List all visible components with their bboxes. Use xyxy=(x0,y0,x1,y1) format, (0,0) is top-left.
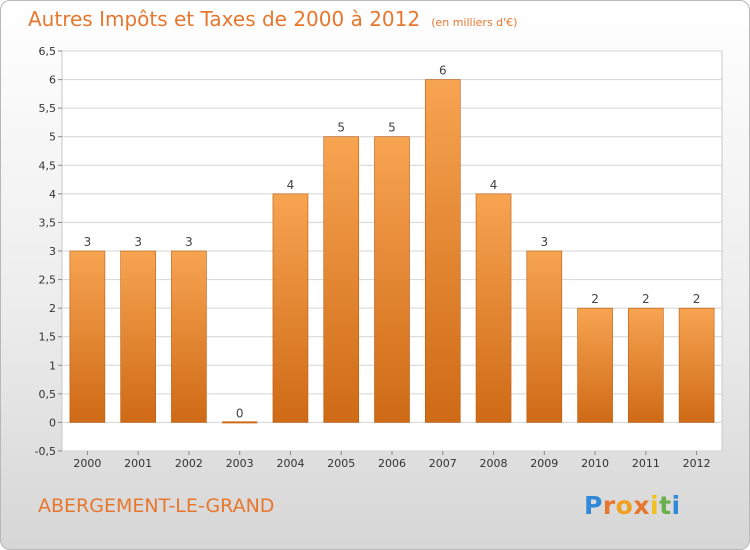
x-tick-label: 2003 xyxy=(226,457,254,470)
bar xyxy=(424,79,461,423)
x-tick-label: 2001 xyxy=(124,457,152,470)
y-tick-label: 5,5 xyxy=(39,102,57,115)
data-label: 2 xyxy=(693,292,701,306)
y-tick-label: 2,5 xyxy=(39,274,57,287)
x-tick-label: 2008 xyxy=(480,457,508,470)
bar xyxy=(374,136,410,423)
y-tick-label: 2 xyxy=(49,302,56,315)
bar xyxy=(678,307,715,423)
data-label: 3 xyxy=(84,235,92,249)
logo-letter: r xyxy=(602,491,616,520)
y-tick-label: -0,5 xyxy=(35,445,56,458)
data-label: 6 xyxy=(439,64,447,78)
x-tick-label: 2005 xyxy=(327,457,355,470)
title-unit: (en milliers d'€) xyxy=(431,16,518,29)
logo-letter: x xyxy=(633,491,650,520)
y-tick-label: 0,5 xyxy=(39,388,57,401)
commune-name: ABERGEMENT-LE-GRAND xyxy=(38,495,275,517)
logo-letter: t xyxy=(659,491,672,520)
chart-title: Autres Impôts et Taxes de 2000 à 2012 (e… xyxy=(28,7,517,31)
x-tick-label: 2007 xyxy=(429,457,457,470)
y-tick-label: 1,5 xyxy=(39,331,57,344)
x-tick-label: 2000 xyxy=(73,457,101,470)
bar xyxy=(526,250,563,423)
bar xyxy=(577,307,613,423)
bar xyxy=(628,307,664,423)
data-label: 5 xyxy=(337,121,345,135)
data-label: 3 xyxy=(540,235,548,249)
y-tick-label: 4 xyxy=(49,188,56,201)
data-label: 2 xyxy=(642,292,650,306)
bar xyxy=(475,193,512,423)
y-tick-label: 4,5 xyxy=(39,159,57,172)
data-label: 3 xyxy=(134,235,142,249)
logo-letter: P xyxy=(584,491,603,520)
data-label: 3 xyxy=(185,235,193,249)
logo-letter: o xyxy=(615,491,634,520)
bar xyxy=(323,136,360,423)
x-tick-label: 2002 xyxy=(175,457,203,470)
x-tick-label: 2010 xyxy=(581,457,609,470)
bar xyxy=(69,250,106,423)
y-tick-label: 0 xyxy=(49,416,56,429)
proxiti-logo: Proxiti xyxy=(584,491,681,520)
y-tick-label: 5 xyxy=(49,131,56,144)
y-tick-label: 6,5 xyxy=(39,45,57,58)
data-label: 0 xyxy=(236,406,244,420)
y-tick-label: 1 xyxy=(49,359,56,372)
x-tick-label: 2006 xyxy=(378,457,406,470)
x-tick-label: 2009 xyxy=(530,457,558,470)
bar xyxy=(120,250,156,423)
x-tick-label: 2012 xyxy=(683,457,711,470)
bar xyxy=(272,193,309,423)
y-tick-label: 3,5 xyxy=(39,216,57,229)
title-text: Autres Impôts et Taxes de 2000 à 2012 xyxy=(28,7,421,31)
logo-letter: i xyxy=(650,491,660,520)
data-label: 4 xyxy=(287,178,295,192)
data-label: 2 xyxy=(591,292,599,306)
y-tick-label: 3 xyxy=(49,245,56,258)
x-tick-label: 2011 xyxy=(632,457,660,470)
bar xyxy=(171,250,207,423)
data-label: 4 xyxy=(490,178,498,192)
data-label: 5 xyxy=(388,121,396,135)
logo-letter: i xyxy=(671,491,681,520)
y-tick-label: 6 xyxy=(49,74,56,87)
x-tick-label: 2004 xyxy=(276,457,304,470)
